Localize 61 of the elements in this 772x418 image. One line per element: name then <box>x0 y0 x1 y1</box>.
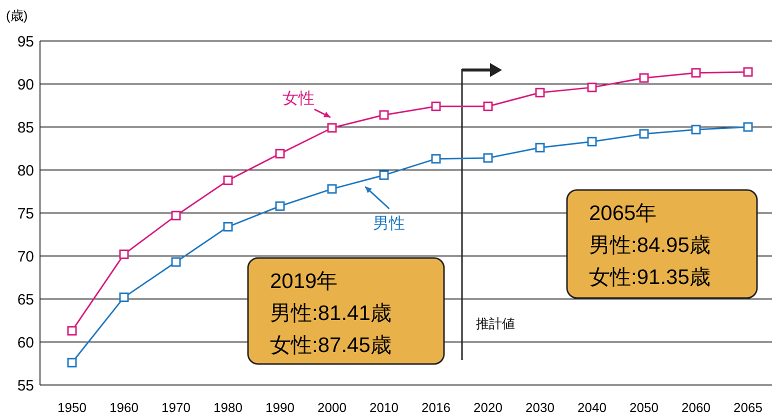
point <box>743 67 753 77</box>
x-tick-label: 2040 <box>578 400 606 415</box>
point <box>223 222 233 232</box>
legend-label: 男性 <box>373 216 406 233</box>
point <box>223 176 233 186</box>
y-axis-title: (歳) <box>6 8 28 23</box>
point <box>587 82 597 92</box>
y-tick-label: 85 <box>17 119 34 136</box>
point <box>535 142 545 152</box>
point <box>535 88 545 98</box>
point <box>587 136 597 146</box>
point <box>119 292 129 302</box>
point <box>171 210 181 220</box>
annotation: 男性:81.41歳 <box>270 302 392 325</box>
point <box>691 68 701 78</box>
x-tick-label: 1980 <box>214 400 242 415</box>
series-label: 女性 <box>282 90 314 108</box>
x-tick-label: 2000 <box>318 400 346 415</box>
annotation: 2065年 <box>589 202 657 225</box>
x-tick-label: 2030 <box>526 400 554 415</box>
x-tick-label: 2010 <box>370 400 398 415</box>
point <box>639 73 649 83</box>
x-tick-label: 2016 <box>422 400 450 415</box>
y-tick-label: 75 <box>17 205 34 222</box>
point <box>483 102 493 112</box>
point <box>379 110 389 120</box>
y-tick-label: 60 <box>17 334 34 352</box>
point <box>327 123 337 133</box>
y-tick-label: 55 <box>17 377 34 394</box>
x-tick-label: 2065 <box>734 400 762 415</box>
ref-line-label: 推計値 <box>476 316 515 331</box>
point <box>275 148 285 158</box>
x-tick-label: 2020 <box>474 400 502 415</box>
y-tick-label: 80 <box>17 162 34 180</box>
point <box>691 124 701 134</box>
annotation: 女性:91.35歳 <box>589 266 710 289</box>
x-tick-label: 2060 <box>682 400 710 415</box>
y-tick-label: 65 <box>17 291 34 308</box>
point <box>67 358 77 368</box>
point <box>483 153 493 163</box>
x-tick-label: 2050 <box>630 400 658 415</box>
y-tick-label: 90 <box>17 76 34 94</box>
x-tick-label: 1950 <box>58 400 86 415</box>
point <box>67 326 77 336</box>
y-tick-label: 70 <box>17 248 34 266</box>
point <box>743 122 753 132</box>
x-tick-label: 1970 <box>162 400 190 415</box>
annotation: 男性:84.95歳 <box>589 234 710 257</box>
point <box>327 184 337 194</box>
point <box>431 154 441 164</box>
x-tick-label: 1960 <box>110 400 138 415</box>
y-tick-label: 95 <box>17 33 34 50</box>
point <box>119 250 129 260</box>
annotation: 2019年 <box>270 270 338 293</box>
annotation: 女性:87.45歳 <box>270 334 392 357</box>
point <box>431 102 441 112</box>
point <box>639 129 649 139</box>
x-tick-label: 1990 <box>266 400 294 415</box>
point <box>171 257 181 267</box>
point <box>379 170 389 180</box>
point <box>275 201 285 211</box>
